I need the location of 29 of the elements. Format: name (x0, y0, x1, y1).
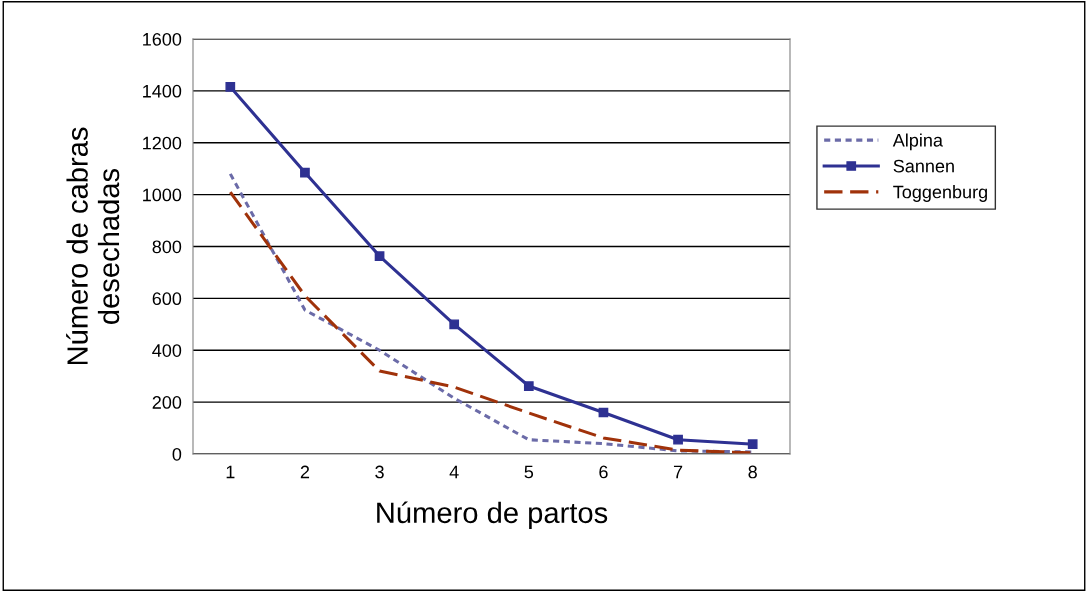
y-tick-label: 0 (172, 447, 182, 461)
x-tick-label: 8 (748, 465, 757, 479)
legend-label: Alpina (892, 133, 943, 151)
x-tick-label: 7 (673, 465, 683, 479)
y-tick-label: 1000 (143, 188, 182, 202)
point (673, 434, 683, 445)
point (747, 439, 758, 450)
y-tick-label: 1200 (143, 136, 182, 150)
legend-label: Sannen (893, 159, 954, 173)
point (449, 319, 460, 330)
y-tick-label: 400 (152, 344, 182, 357)
point (523, 381, 534, 391)
y-tick-label: 1600 (143, 32, 182, 46)
y-tick-label: 600 (152, 292, 182, 306)
x-tick-label: 3 (375, 465, 384, 479)
y-tick-label: 1400 (143, 84, 182, 98)
y-axis-title: Número de cabras desechadas (66, 127, 120, 365)
x-tick-label: 5 (524, 465, 534, 479)
point (225, 82, 236, 92)
x-tick-label: 2 (300, 465, 310, 479)
legend-label: Toggenburg (893, 185, 987, 202)
x-tick-label: 4 (449, 465, 459, 479)
y-tick-label: 800 (152, 240, 182, 254)
point (374, 251, 385, 261)
y-tick-label: 200 (152, 396, 182, 409)
x-axis-title: Número de partos (377, 501, 608, 529)
point (300, 167, 310, 178)
x-tick-label: 6 (599, 465, 608, 479)
x-tick-label: 1 (226, 465, 235, 479)
